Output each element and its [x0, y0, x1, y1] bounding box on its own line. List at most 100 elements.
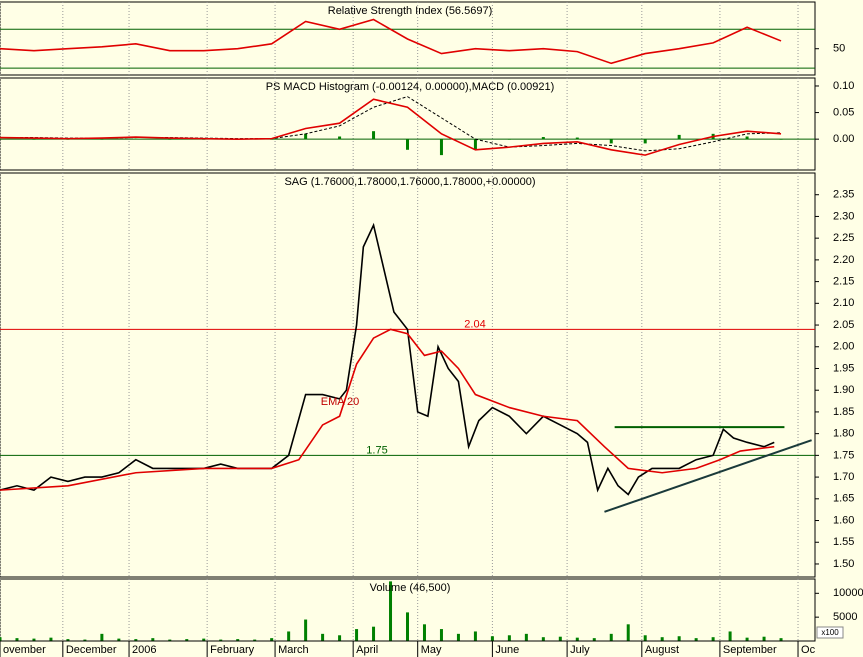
- bar: [372, 626, 376, 641]
- bar: [287, 631, 291, 641]
- unit-box: [816, 626, 844, 639]
- trendline: [604, 439, 812, 513]
- bar: [779, 139, 783, 140]
- y-tick-label: 1.70: [833, 471, 854, 483]
- bar: [762, 636, 766, 641]
- x-tick-label: ovember: [3, 644, 46, 656]
- panel-title: Relative Strength Index (56.5697): [328, 5, 493, 17]
- bar: [745, 136, 749, 140]
- bar: [406, 612, 409, 641]
- y-tick-label: 2.30: [833, 210, 854, 222]
- bar: [355, 629, 359, 641]
- y-tick-label: 1.50: [833, 558, 854, 570]
- bar: [151, 638, 155, 641]
- bar: [524, 633, 528, 641]
- x-tick-label: May: [421, 644, 442, 656]
- x-tick-label: August: [645, 644, 679, 656]
- bar: [338, 136, 342, 140]
- bar: [15, 638, 19, 641]
- bar: [253, 639, 257, 641]
- bar: [134, 639, 138, 641]
- y-tick-label: 50: [833, 43, 845, 55]
- bar: [779, 638, 783, 641]
- bar: [711, 637, 715, 641]
- bar: [236, 639, 240, 641]
- bar: [0, 637, 2, 641]
- horizontal-line-label: 2.04: [464, 318, 485, 330]
- bar: [677, 134, 681, 140]
- bar: [643, 635, 647, 641]
- y-tick-label: 1.75: [833, 449, 854, 461]
- bar: [422, 624, 426, 641]
- series-line: [0, 328, 775, 491]
- bar: [456, 633, 460, 641]
- bar: [83, 639, 87, 641]
- bar: [304, 133, 308, 140]
- x-tick-label: February: [210, 644, 255, 656]
- annotation: EMA 20: [321, 396, 360, 408]
- bar: [473, 139, 477, 150]
- bar: [592, 638, 596, 641]
- x-tick-label: March: [278, 644, 309, 656]
- panel: [0, 77, 816, 171]
- bar: [134, 138, 138, 140]
- y-tick-label: 10000: [833, 587, 863, 599]
- series-line: [0, 18, 782, 65]
- y-tick-label: 1.95: [833, 362, 854, 374]
- bar: [117, 638, 121, 641]
- bar: [728, 631, 732, 641]
- bar: [677, 636, 681, 641]
- bar: [609, 139, 613, 144]
- bar: [439, 139, 443, 156]
- panel-title: PS MACD Histogram (-0.00124, 0.00000),MA…: [266, 81, 555, 93]
- bar: [49, 637, 53, 641]
- bar: [541, 137, 545, 140]
- bar: [338, 635, 342, 641]
- y-tick-label: 2.25: [833, 232, 854, 244]
- x-tick-label: June: [495, 644, 519, 656]
- y-tick-label: 2.05: [833, 319, 854, 331]
- bar: [745, 637, 749, 641]
- y-tick-label: 1.55: [833, 536, 854, 548]
- y-tick-label: 1.80: [833, 428, 854, 440]
- bar: [304, 619, 308, 641]
- y-tick-label: 1.90: [833, 384, 854, 396]
- bar: [507, 635, 511, 641]
- x-tick-label: 2006: [132, 644, 156, 656]
- bar: [32, 638, 36, 641]
- bar: [389, 581, 393, 641]
- bar: [66, 639, 70, 641]
- bar: [694, 638, 698, 641]
- bar: [660, 637, 664, 641]
- y-tick-label: 1.65: [833, 493, 854, 505]
- bar: [575, 137, 579, 140]
- bar: [406, 139, 409, 150]
- bar: [270, 638, 274, 641]
- bar: [473, 631, 477, 641]
- bar: [558, 636, 562, 641]
- series-line: [0, 98, 782, 156]
- bar: [185, 639, 189, 641]
- y-tick-label: 0.00: [833, 133, 854, 145]
- y-tick-label: 2.35: [833, 189, 854, 201]
- axis-panel: [815, 0, 863, 657]
- y-tick-label: 5000: [833, 611, 857, 623]
- y-tick-label: 1.60: [833, 514, 854, 526]
- y-unit: x100: [821, 628, 839, 637]
- bar: [321, 633, 325, 641]
- bar: [219, 639, 223, 641]
- panel: [0, 172, 816, 578]
- bar: [643, 139, 647, 144]
- panel-title: Volume (46,500): [370, 582, 451, 594]
- y-tick-label: 0.10: [833, 80, 854, 92]
- y-tick-label: 2.20: [833, 254, 854, 266]
- bar: [0, 139, 2, 140]
- y-tick-label: 2.10: [833, 297, 854, 309]
- bar: [372, 131, 376, 140]
- horizontal-line-label: 1.75: [366, 444, 387, 456]
- bar: [439, 629, 443, 641]
- y-tick-label: 1.85: [833, 406, 854, 418]
- y-tick-label: 0.05: [833, 106, 854, 118]
